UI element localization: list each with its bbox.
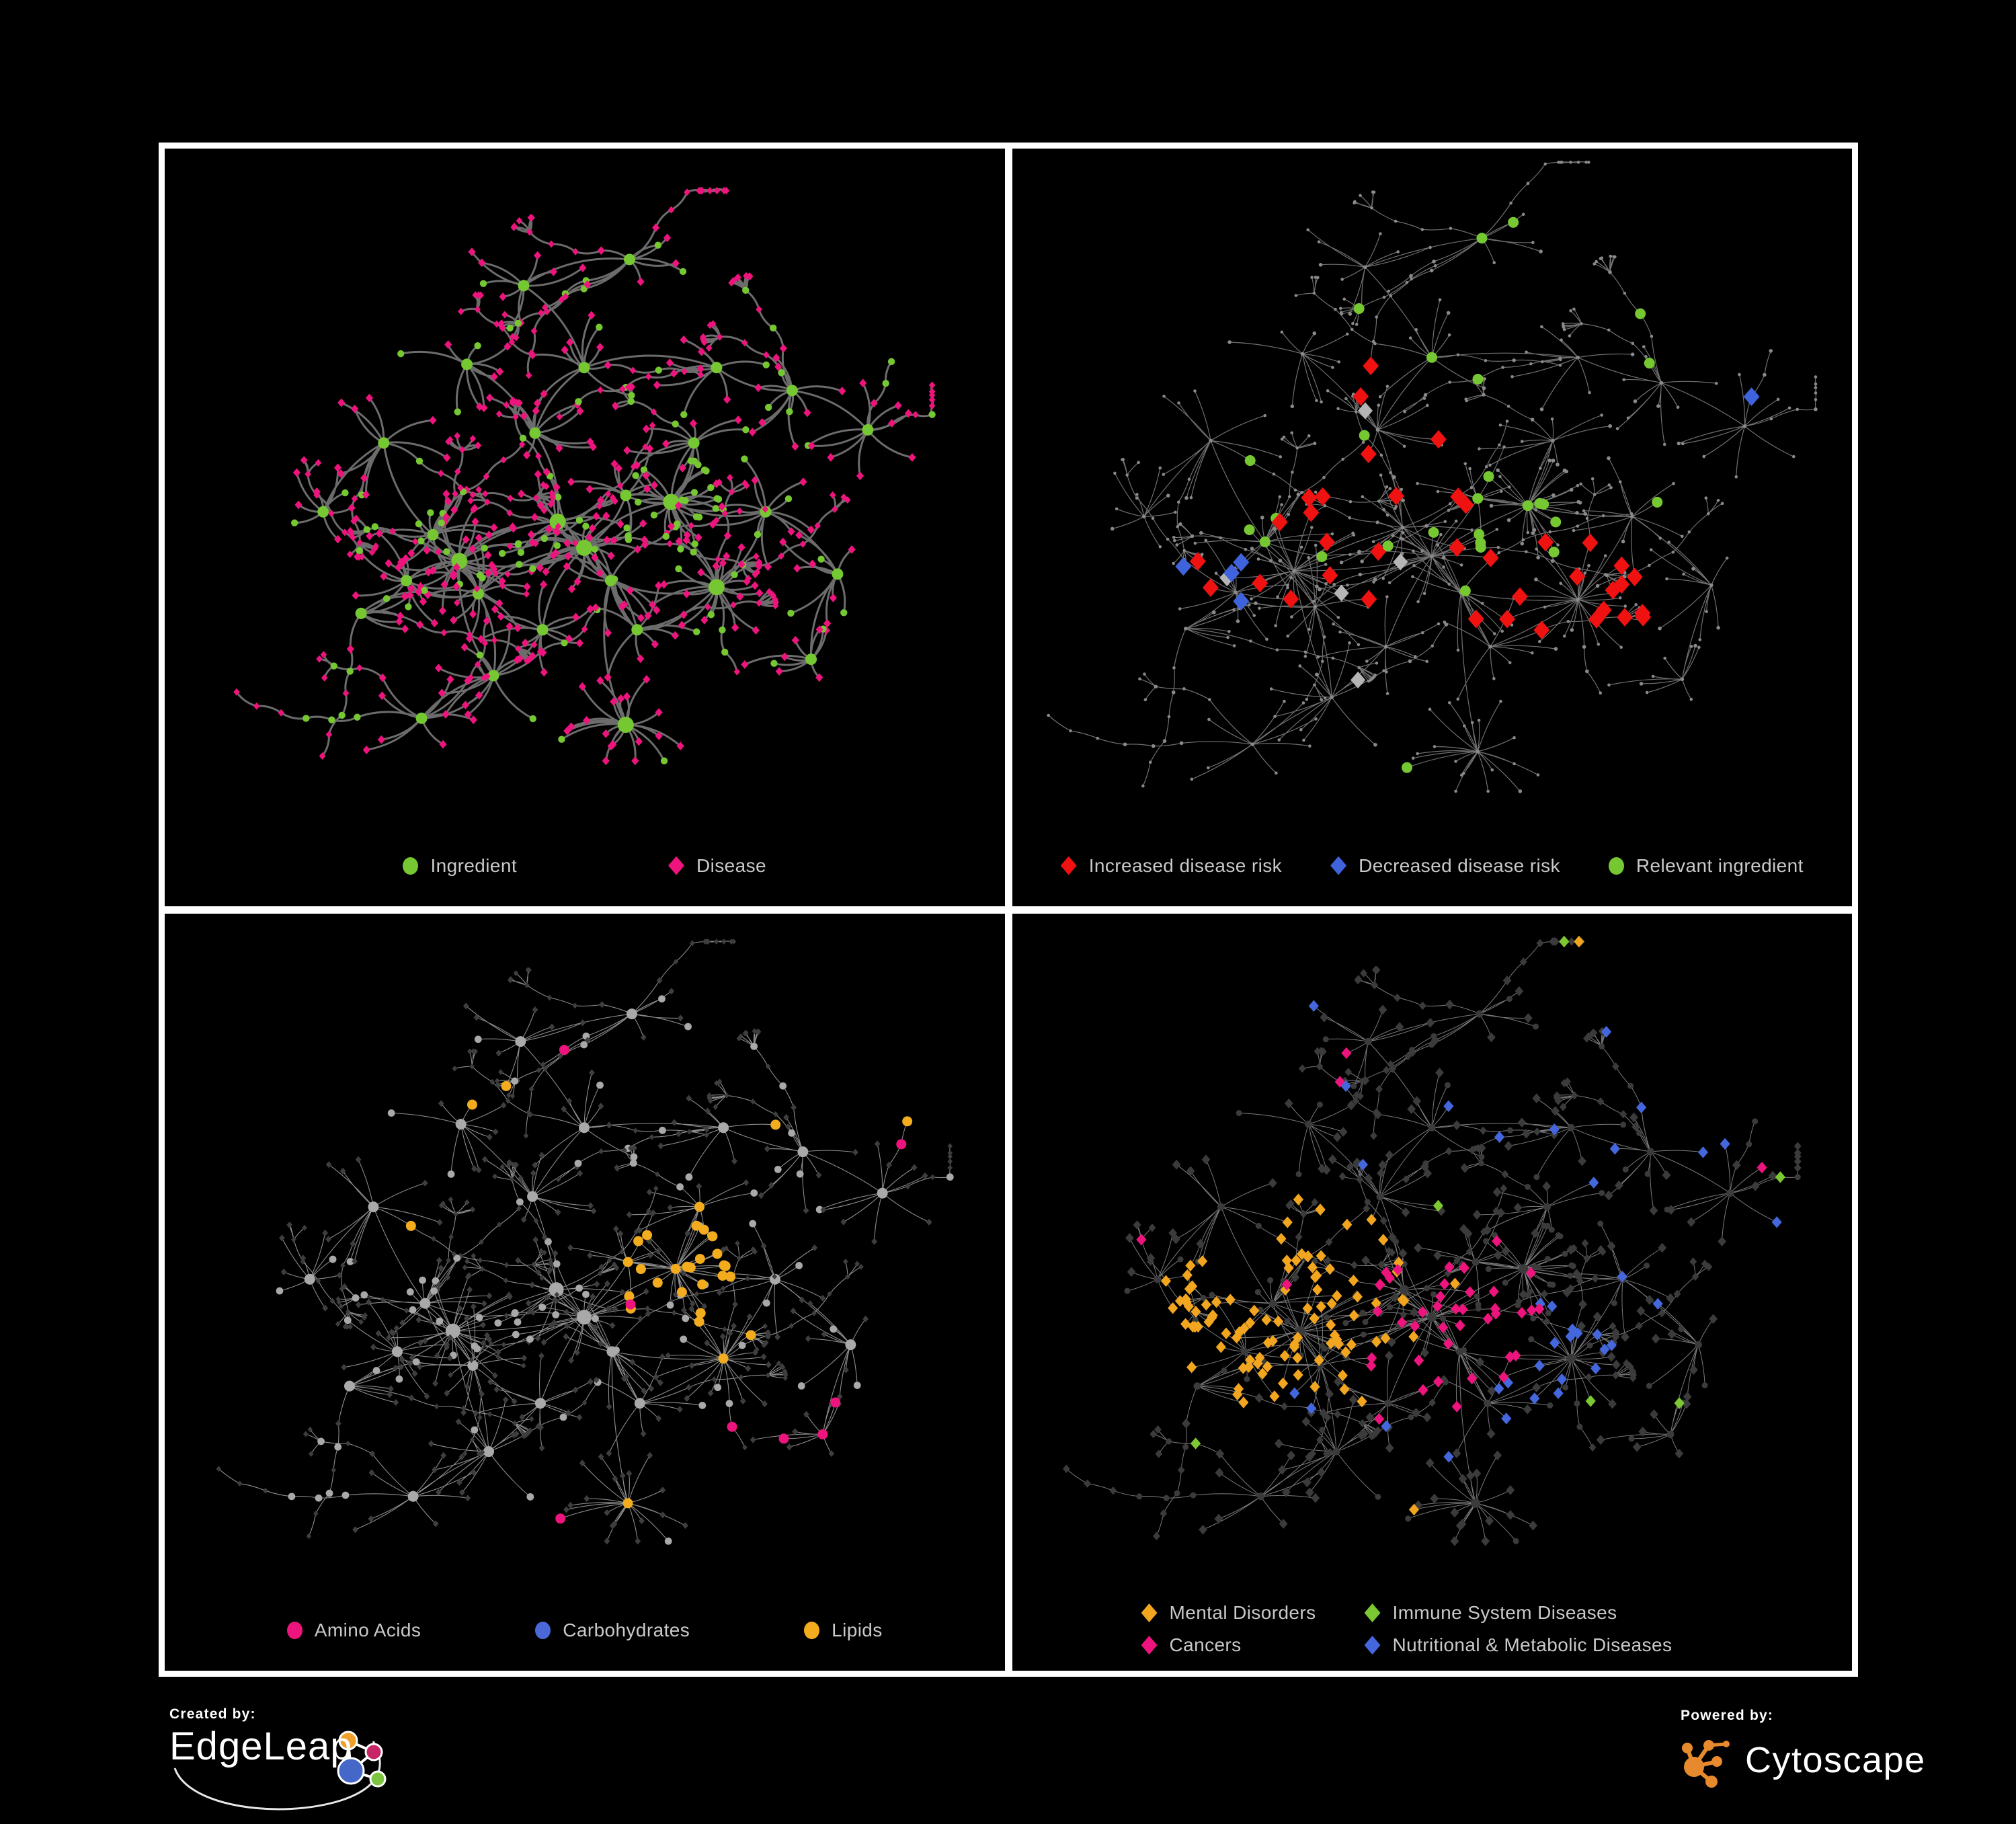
legend-nutrient-classes: Amino Acids Carbohydrates Lipids xyxy=(165,1620,1005,1641)
edges-layer xyxy=(235,188,934,762)
panel-nutrient-classes: Amino Acids Carbohydrates Lipids xyxy=(165,913,1005,1671)
legend-marker-circle-icon xyxy=(535,1622,551,1639)
legend-item: Cancers xyxy=(1141,1634,1316,1656)
legend-marker-diamond-icon xyxy=(1141,1636,1158,1655)
legend-marker-diamond-icon xyxy=(1330,856,1347,875)
powered-by-label: Powered by: xyxy=(1681,1708,1774,1723)
legend-label: Relevant ingredient xyxy=(1636,855,1804,876)
edgeleap-credit: Created by: EdgeLeap xyxy=(169,1706,411,1824)
legend-label: Mental Disorders xyxy=(1169,1602,1316,1623)
legend-label: Amino Acids xyxy=(314,1620,421,1640)
legend-item: Decreased disease risk xyxy=(1330,855,1560,877)
legend-item: Increased disease risk xyxy=(1060,855,1283,877)
legend-item: Ingredient xyxy=(403,855,517,877)
edgeleap-wordmark: EdgeLeap xyxy=(169,1724,353,1768)
legend-label: Decreased disease risk xyxy=(1359,855,1560,876)
nodes-layer xyxy=(1046,161,1818,793)
legend-label: Nutritional & Metabolic Diseases xyxy=(1392,1634,1672,1655)
nodes-layer xyxy=(233,187,936,766)
edgeleap-logo-icon xyxy=(173,1731,387,1811)
legend-item: Lipids xyxy=(804,1620,883,1641)
legend-label: Ingredient xyxy=(430,855,518,876)
cytoscape-wordmark: Cytoscape xyxy=(1745,1740,1926,1780)
legend-ingredient-disease: Ingredient Disease xyxy=(165,855,1005,877)
network-canvas-4 xyxy=(1062,935,1802,1546)
legend-marker-diamond-icon xyxy=(668,856,685,875)
legend-label: Immune System Diseases xyxy=(1392,1602,1617,1623)
legend-item: Mental Disorders xyxy=(1141,1602,1316,1624)
legend-label: Carbohydrates xyxy=(563,1620,690,1640)
legend-item: Nutritional & Metabolic Diseases xyxy=(1364,1634,1672,1656)
legend-marker-diamond-icon xyxy=(1141,1603,1158,1622)
legend-marker-diamond-icon xyxy=(1364,1636,1381,1655)
legend-marker-circle-icon xyxy=(1608,857,1624,875)
legend-marker-diamond-icon xyxy=(1364,1603,1381,1622)
legend-disease-categories: Mental Disorders Immune System Diseases Ca… xyxy=(1012,1602,1853,1656)
edges-layer xyxy=(218,940,951,1542)
legend-disease-risk: Increased disease risk Decreased disease … xyxy=(1012,855,1853,877)
network-grid: Ingredient Disease Increased disease risk… xyxy=(159,143,1858,1677)
created-by-label: Created by: xyxy=(169,1706,256,1722)
panel-disease-categories: Mental Disorders Immune System Diseases Ca… xyxy=(1012,913,1853,1671)
legend-item: Immune System Diseases xyxy=(1364,1602,1672,1624)
legend-label: Cancers xyxy=(1169,1634,1242,1655)
legend-marker-circle-icon xyxy=(804,1622,820,1639)
cytoscape-credit: Powered by: Cytoscape xyxy=(1681,1708,1926,1815)
cytoscape-logo-icon xyxy=(1682,1740,1730,1788)
legend-item: Amino Acids xyxy=(286,1620,421,1641)
legend-label: Increased disease risk xyxy=(1088,855,1283,876)
network-canvas-2 xyxy=(1046,161,1818,793)
highlighted-nodes-layer xyxy=(1174,216,1760,773)
legend-label: Disease xyxy=(696,855,766,876)
panel-ingredient-disease: Ingredient Disease xyxy=(165,149,1005,906)
legend-marker-circle-icon xyxy=(403,857,419,875)
network-canvas-1 xyxy=(233,187,936,766)
edges-layer xyxy=(1047,161,1816,792)
network-canvas-3 xyxy=(216,938,954,1545)
legend-item: Disease xyxy=(668,855,766,877)
legend-marker-diamond-icon xyxy=(1060,856,1077,875)
legend-label: Lipids xyxy=(832,1620,883,1640)
legend-item: Carbohydrates xyxy=(535,1620,690,1641)
legend-marker-circle-icon xyxy=(286,1622,303,1639)
highlighted-nodes-layer xyxy=(1135,935,1785,1515)
panel-disease-risk: Increased disease risk Decreased disease … xyxy=(1012,149,1853,906)
nodes-layer xyxy=(216,938,954,1545)
nodes-layer xyxy=(1062,937,1802,1546)
highlighted-nodes-layer xyxy=(405,1044,913,1523)
legend-item: Relevant ingredient xyxy=(1608,855,1804,877)
